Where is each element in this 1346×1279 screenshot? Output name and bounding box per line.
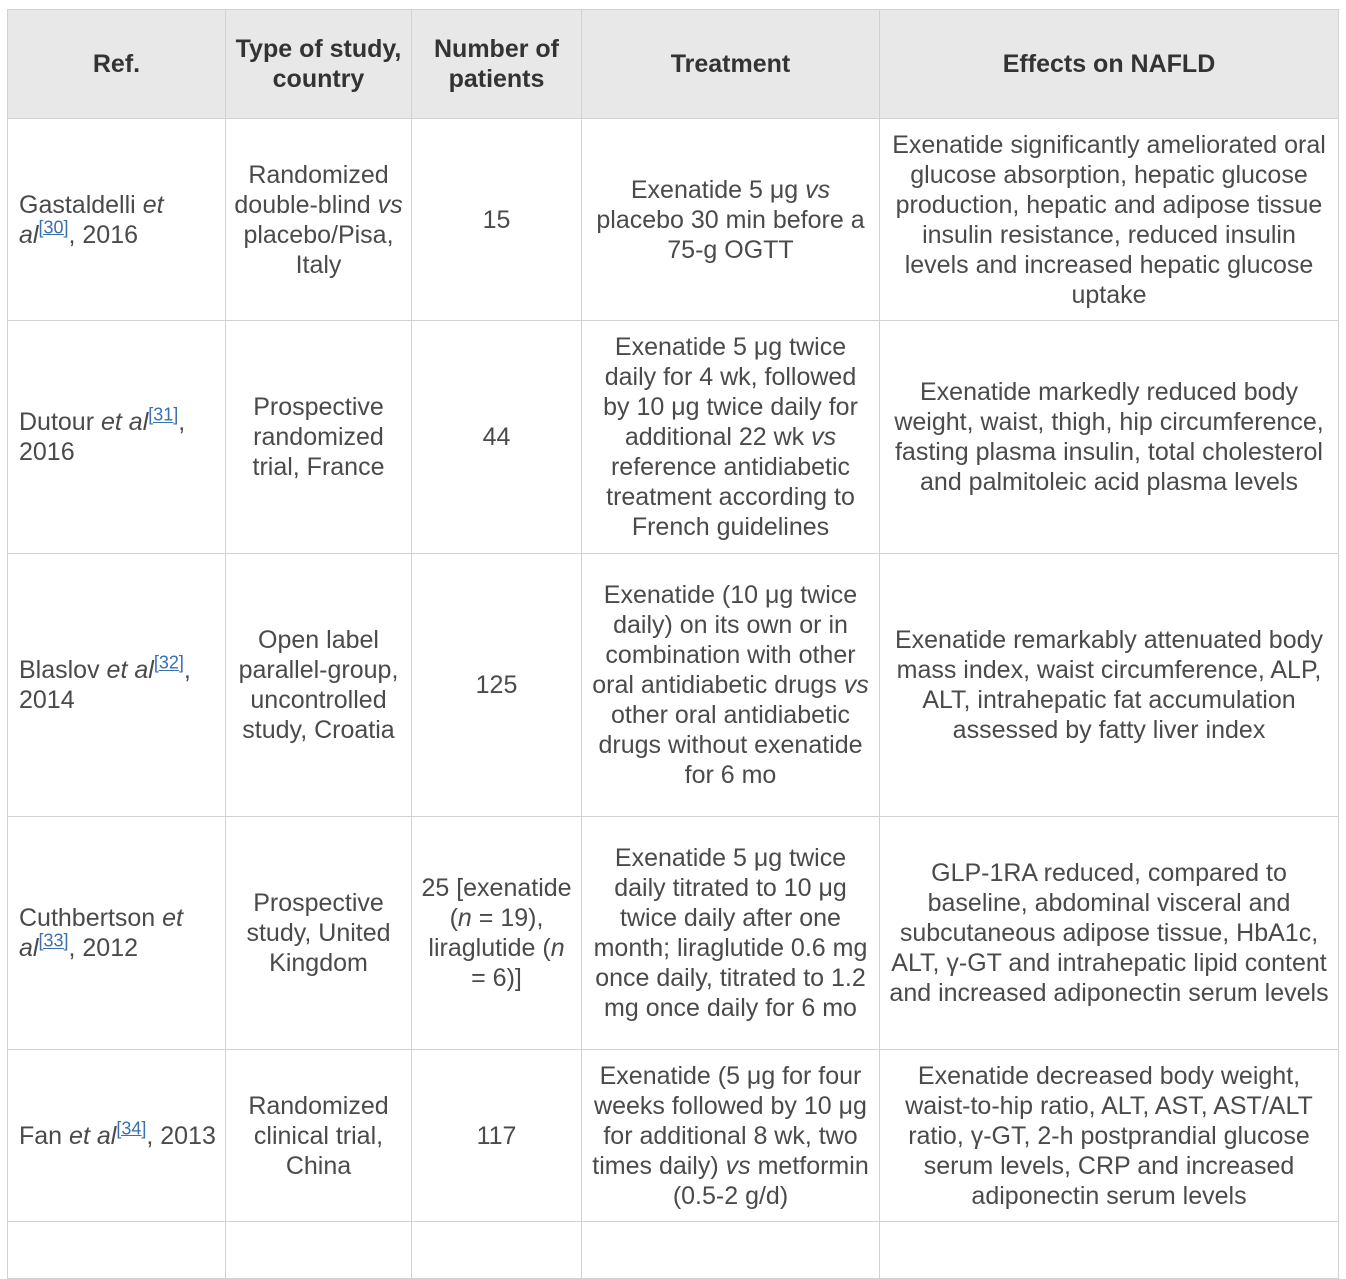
treatment-vs: vs bbox=[725, 1151, 751, 1180]
cell-effects: Exenatide remarkably attenuated body mas… bbox=[879, 553, 1339, 817]
patients-text: = 19), liraglutide ( bbox=[428, 904, 551, 962]
patients-n: n bbox=[550, 934, 565, 962]
ref-author: Fan bbox=[19, 1121, 63, 1150]
cell-treatment: Exenatide 5 μg vs placebo 30 min before … bbox=[581, 118, 880, 321]
cell-patients: 15 bbox=[411, 118, 582, 321]
table-row: Gastaldelli et al[30], 2016 Randomized d… bbox=[7, 118, 1339, 321]
patients-n: n bbox=[457, 904, 472, 932]
treatment-text: reference antidiabetic treatment accordi… bbox=[606, 453, 855, 541]
patients-text: = 6)] bbox=[471, 964, 522, 992]
treatment-vs: vs bbox=[805, 175, 831, 204]
treatment-text: metformin (0.5-2 g/d) bbox=[672, 1151, 869, 1210]
ref-year: , 2012 bbox=[68, 934, 139, 962]
ref-etal: et al bbox=[19, 190, 164, 249]
cell-treatment: Exenatide (5 μg for four weeks followed … bbox=[581, 1049, 880, 1222]
treatment-text: Exenatide (5 μg for four weeks followed … bbox=[592, 1061, 867, 1180]
ref-author: Blaslov bbox=[19, 656, 100, 684]
cell-effects: Exenatide markedly reduced body weight, … bbox=[879, 320, 1339, 554]
cell-empty bbox=[225, 1221, 412, 1279]
treatment-text: Exenatide (10 μg twice daily) on its own… bbox=[592, 581, 858, 699]
cell-type: Prospective study, United Kingdom bbox=[225, 816, 412, 1050]
treatment-text: Exenatide 5 μg bbox=[630, 175, 806, 204]
table-row: Dutour et al[31], 2016 Prospective rando… bbox=[7, 320, 1339, 554]
cell-patients: 117 bbox=[411, 1049, 582, 1222]
cell-effects: Exenatide decreased body weight, waist-t… bbox=[879, 1049, 1339, 1222]
cell-empty bbox=[879, 1221, 1339, 1279]
header-row: Ref. Type of study, country Number of pa… bbox=[7, 9, 1339, 119]
ref-etal: et al bbox=[69, 1121, 117, 1150]
cell-type: Randomized double-blind vs placebo/Pisa,… bbox=[225, 118, 412, 321]
reference-link[interactable]: [33] bbox=[38, 930, 69, 951]
cell-empty bbox=[411, 1221, 582, 1279]
type-text: Randomized double-blind bbox=[234, 160, 389, 219]
ref-author: Gastaldelli bbox=[19, 190, 136, 219]
cell-type: Prospective randomized trial, France bbox=[225, 320, 412, 554]
ref-etal: et al bbox=[106, 656, 154, 684]
studies-table: Ref. Type of study, country Number of pa… bbox=[7, 9, 1339, 1279]
table-row: Blaslov et al[32], 2014 Open label paral… bbox=[7, 553, 1339, 817]
table-row-partial bbox=[7, 1221, 1339, 1279]
ref-year: , 2016 bbox=[68, 220, 139, 249]
reference-link[interactable]: [32] bbox=[153, 652, 184, 673]
cell-effects: GLP-1RA reduced, compared to baseline, a… bbox=[879, 816, 1339, 1050]
cell-ref: Cuthbertson et al[33], 2012 bbox=[7, 816, 226, 1050]
cell-patients: 25 [exenatide (n = 19), liraglutide (n =… bbox=[411, 816, 582, 1050]
reference-link[interactable]: [30] bbox=[38, 217, 69, 238]
header-type: Type of study, country bbox=[225, 9, 412, 119]
patients-text: 25 [exenatide ( bbox=[421, 874, 572, 932]
ref-author: Cuthbertson bbox=[19, 904, 156, 932]
reference-link[interactable]: [34] bbox=[116, 1118, 147, 1139]
ref-year: , 2014 bbox=[19, 656, 191, 714]
cell-type: Open label parallel-group, uncontrolled … bbox=[225, 553, 412, 817]
cell-treatment: Exenatide (10 μg twice daily) on its own… bbox=[581, 553, 880, 817]
cell-ref: Gastaldelli et al[30], 2016 bbox=[7, 118, 226, 321]
header-treatment: Treatment bbox=[581, 9, 880, 119]
cell-patients: 44 bbox=[411, 320, 582, 554]
header-effects: Effects on NAFLD bbox=[879, 9, 1339, 119]
cell-patients: 125 bbox=[411, 553, 582, 817]
ref-etal: et al bbox=[101, 408, 149, 436]
table-row: Cuthbertson et al[33], 2012 Prospective … bbox=[7, 816, 1339, 1050]
cell-type: Randomized clinical trial, China bbox=[225, 1049, 412, 1222]
reference-link[interactable]: [31] bbox=[148, 404, 179, 425]
type-vs: vs bbox=[377, 190, 403, 219]
cell-effects: Exenatide significantly ameliorated oral… bbox=[879, 118, 1339, 321]
treatment-text: other oral antidiabetic drugs without ex… bbox=[598, 701, 863, 789]
cell-empty bbox=[581, 1221, 880, 1279]
cell-treatment: Exenatide 5 μg twice daily titrated to 1… bbox=[581, 816, 880, 1050]
ref-year: , 2013 bbox=[146, 1121, 216, 1150]
type-text: placebo/Pisa, Italy bbox=[243, 220, 394, 279]
treatment-vs: vs bbox=[811, 423, 837, 451]
header-ref: Ref. bbox=[7, 9, 226, 119]
cell-ref: Blaslov et al[32], 2014 bbox=[7, 553, 226, 817]
treatment-text: placebo 30 min before a 75-g OGTT bbox=[596, 205, 865, 264]
table-row: Fan et al[34], 2013 Randomized clinical … bbox=[7, 1049, 1339, 1222]
cell-ref: Fan et al[34], 2013 bbox=[7, 1049, 226, 1222]
ref-year: , 2016 bbox=[19, 408, 186, 466]
cell-ref: Dutour et al[31], 2016 bbox=[7, 320, 226, 554]
ref-author: Dutour bbox=[19, 408, 95, 436]
cell-empty bbox=[7, 1221, 226, 1279]
treatment-vs: vs bbox=[843, 671, 869, 699]
ref-etal: et al bbox=[19, 904, 184, 962]
cell-treatment: Exenatide 5 μg twice daily for 4 wk, fol… bbox=[581, 320, 880, 554]
treatment-text: Exenatide 5 μg twice daily for 4 wk, fol… bbox=[603, 333, 858, 451]
header-patients: Number of patients bbox=[411, 9, 582, 119]
